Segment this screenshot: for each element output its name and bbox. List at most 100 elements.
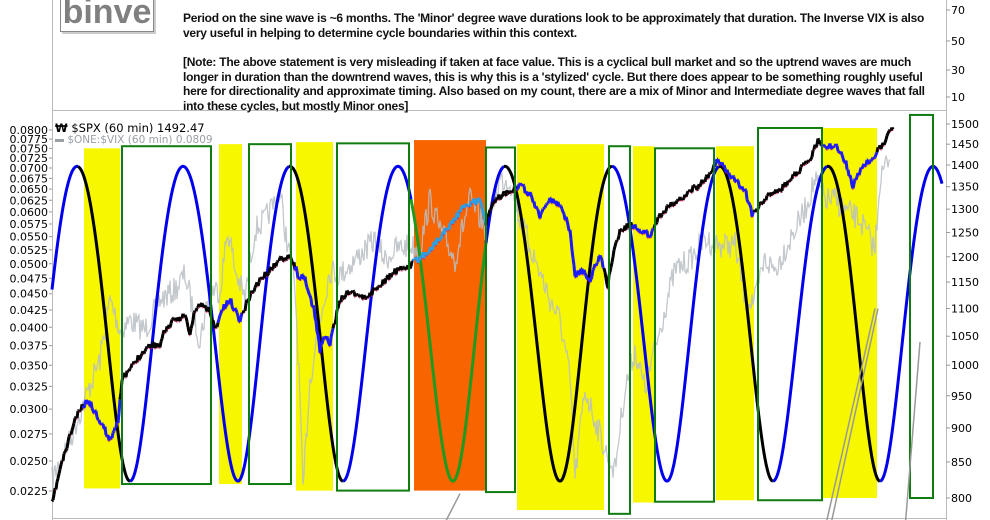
spx-bar — [551, 198, 556, 203]
spx-bar — [849, 178, 854, 186]
cycle-box — [654, 147, 715, 503]
spx-bar — [66, 436, 71, 443]
spx-bar — [500, 193, 505, 198]
left-tick-label: 0.0325 — [10, 380, 49, 393]
spx-bar — [669, 201, 674, 205]
cycle-box — [121, 145, 212, 486]
spx-bar — [459, 205, 464, 211]
spx-bar — [313, 317, 318, 322]
spx-bar — [487, 209, 492, 214]
spx-bar — [559, 205, 564, 210]
spx-bar — [256, 282, 261, 287]
spx-bar — [808, 158, 813, 162]
spx-bar — [831, 146, 834, 150]
spx-bar — [776, 188, 781, 192]
spx-bar — [138, 355, 143, 360]
spx-bar — [706, 173, 711, 179]
spx-bar — [351, 289, 356, 293]
spx-bar — [693, 185, 698, 189]
spx-bar — [510, 190, 515, 194]
spx-bar — [879, 145, 884, 150]
spx-bar — [303, 276, 308, 284]
spx-bar — [479, 202, 484, 208]
spx-bar — [732, 176, 737, 182]
spx-bar — [58, 464, 63, 470]
spx-bar — [817, 139, 822, 145]
spx-bar — [160, 333, 165, 340]
spx-bar — [747, 202, 752, 206]
sine-wave-segment — [342, 164, 413, 483]
spx-bar — [744, 190, 749, 200]
spx-bar — [681, 197, 686, 201]
left-tick-label: 0.0425 — [10, 304, 49, 317]
vix-line — [51, 155, 891, 489]
spx-bar — [857, 171, 862, 176]
spx-bar — [602, 266, 605, 270]
left-tick-label: 0.0500 — [10, 258, 49, 271]
legend-spx-label: $SPX (60 min) 1492.47 — [71, 121, 205, 135]
spx-bar — [229, 298, 234, 307]
legend-spx: ₩ $SPX (60 min) 1492.47 — [55, 121, 205, 135]
left-tick-label: 0.0375 — [10, 340, 49, 353]
spx-bar — [129, 366, 132, 370]
spx-bar — [703, 176, 708, 183]
spx-bar — [569, 239, 574, 251]
left-tick-label: 0.0275 — [10, 428, 49, 441]
spx-bar — [478, 200, 483, 204]
spx-bar — [616, 235, 621, 241]
spx-bar — [56, 473, 61, 479]
spx-bar — [84, 399, 89, 403]
spx-bar — [750, 212, 755, 218]
spx-bar — [470, 200, 475, 204]
spx-bar — [322, 335, 327, 340]
spx-bar — [284, 257, 289, 262]
spx-bar — [864, 164, 867, 168]
spx-bar — [474, 201, 479, 205]
spx-bar — [789, 178, 792, 182]
spx-bar — [520, 183, 523, 187]
spx-bar — [529, 194, 534, 199]
spx-bar — [194, 307, 199, 312]
spx-bar — [598, 254, 603, 259]
spx-bar — [64, 447, 69, 451]
spx-bar — [716, 158, 721, 164]
spx-bar — [625, 222, 630, 227]
spx-bar — [821, 143, 826, 147]
spx-bar — [307, 292, 312, 297]
spx-bar — [746, 201, 751, 205]
spx-bar — [277, 257, 282, 262]
trendline — [831, 308, 879, 520]
spx-bar — [343, 294, 348, 298]
spx-bar — [116, 413, 121, 424]
spx-bar — [745, 199, 750, 203]
spx-bar — [94, 410, 99, 418]
upper-tick-label: 10 — [951, 91, 965, 104]
spx-bar — [89, 401, 94, 409]
spx-bar — [117, 399, 122, 414]
yellow-zone — [219, 144, 242, 485]
spx-bar — [464, 203, 469, 207]
spx-bar — [359, 293, 364, 297]
spx-bar — [340, 294, 345, 300]
spx-bar — [404, 266, 409, 271]
spx-bar — [543, 206, 546, 210]
spx-bar — [830, 146, 833, 150]
right-tick-label: 1500 — [951, 118, 979, 131]
spx-bar — [252, 287, 257, 292]
spx-bar — [841, 157, 846, 163]
spx-bar — [727, 172, 732, 178]
left-tick-label: 0.0550 — [10, 231, 49, 244]
spx-bar — [498, 197, 503, 201]
spx-bar — [279, 255, 284, 260]
spx-bar — [97, 419, 102, 424]
right-tick-label: 900 — [951, 422, 972, 435]
spx-bar — [570, 249, 575, 259]
spx-bar — [425, 253, 428, 257]
spx-bar — [610, 256, 615, 263]
spx-bar — [604, 278, 609, 285]
spx-bar — [524, 190, 529, 195]
spx-bar — [698, 182, 703, 188]
spx-bar — [375, 285, 380, 291]
spx-bar — [568, 229, 573, 240]
left-tick-label: 0.0450 — [10, 288, 49, 301]
